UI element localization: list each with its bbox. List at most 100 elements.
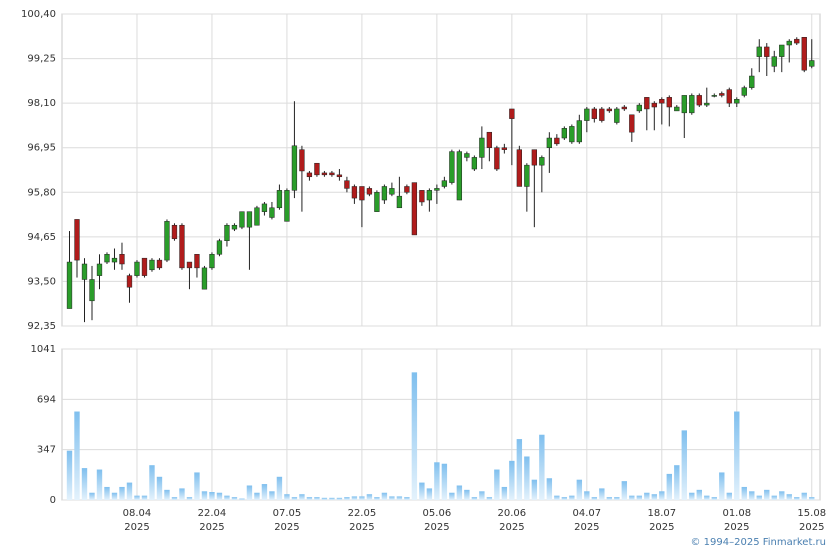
y-tick-label: 96,95: [27, 143, 56, 154]
volume-bar: [149, 465, 155, 500]
volume-bar: [726, 492, 732, 500]
candle-body: [164, 221, 170, 261]
volume-bar: [156, 476, 163, 500]
candle-body: [314, 162, 320, 176]
volume-bar: [74, 411, 80, 500]
volume-bar: [486, 497, 493, 500]
x-tick-label: 18.07: [647, 508, 676, 519]
volume-bar: [614, 497, 620, 500]
volume-bar: [531, 479, 538, 500]
x-tick-year: 2025: [349, 522, 374, 533]
volume-bar: [539, 434, 545, 500]
volume-bar: [104, 486, 110, 500]
volume-bar: [269, 491, 275, 500]
candle-body: [374, 192, 380, 212]
volume-bar: [396, 496, 403, 500]
volume-bar: [231, 497, 238, 500]
volume-bar: [299, 494, 305, 500]
volume-bar: [89, 492, 95, 500]
candle-body: [141, 257, 148, 276]
candle-body: [471, 157, 478, 170]
candle-body: [734, 99, 740, 104]
candle-body: [779, 44, 785, 57]
volume-bar: [719, 472, 725, 500]
candle-body: [509, 108, 515, 119]
volume-bar: [749, 491, 755, 500]
volume-bar: [164, 489, 170, 500]
volume-bar: [179, 488, 185, 500]
candle-body: [539, 157, 545, 166]
candle-body: [81, 263, 88, 280]
y-tick-label: 98,10: [27, 98, 56, 109]
volume-bar: [659, 491, 665, 500]
candle-body: [801, 37, 807, 71]
candle-body: [89, 279, 95, 302]
candle-body: [764, 46, 770, 57]
x-tick-year: 2025: [424, 522, 449, 533]
candle-body: [614, 108, 620, 123]
candle-body: [344, 180, 350, 189]
candle-body: [299, 149, 305, 172]
volume-bar: [704, 495, 710, 500]
candle-body: [149, 259, 155, 271]
volume-bar: [441, 463, 448, 500]
volume-bar: [809, 497, 815, 500]
x-tick-year: 2025: [799, 522, 824, 533]
candle-body: [254, 207, 260, 226]
candle-body: [666, 97, 672, 108]
candle-body: [569, 126, 575, 143]
volume-bar: [464, 489, 470, 500]
volume-bar: [741, 486, 747, 500]
candle-body: [119, 254, 125, 265]
y-tick-label: 94,65: [27, 232, 56, 243]
volume-bar: [366, 494, 373, 500]
candle-body: [329, 172, 335, 176]
volume-bar: [591, 497, 598, 500]
volume-bar: [359, 496, 365, 500]
volume-bar: [801, 492, 807, 500]
volume-bar: [314, 497, 320, 500]
x-tick-label: 01.08: [722, 508, 751, 519]
candle-body: [126, 275, 133, 288]
candle-body: [464, 153, 470, 158]
x-tick-label: 20.06: [498, 508, 527, 519]
volume-bar: [651, 494, 658, 500]
volume-bar: [254, 492, 260, 500]
candle-body: [216, 240, 223, 255]
volume-bar: [779, 491, 785, 500]
x-tick-year: 2025: [649, 522, 674, 533]
candle-body: [479, 137, 485, 158]
volume-bar: [419, 482, 425, 500]
y-tick-label: 0: [50, 495, 56, 506]
volume-bar: [344, 497, 350, 500]
volume-bar: [119, 486, 125, 500]
candle-body: [209, 254, 215, 269]
candle-body: [269, 207, 275, 218]
candle-body: [104, 254, 110, 263]
candle-body: [179, 224, 185, 269]
x-tick-year: 2025: [199, 522, 224, 533]
volume-bar: [411, 372, 418, 500]
candle-body: [261, 203, 268, 212]
candle-body: [629, 114, 635, 133]
volume-bar: [794, 497, 800, 500]
volume-bar: [216, 492, 223, 500]
x-tick-year: 2025: [724, 522, 749, 533]
candle-body: [674, 106, 680, 112]
volume-bar: [756, 495, 762, 500]
volume-bar: [696, 489, 702, 500]
x-tick-year: 2025: [499, 522, 524, 533]
volume-bar: [66, 450, 73, 500]
candle-body: [794, 38, 800, 44]
y-tick-label: 347: [37, 445, 56, 456]
candle-body: [201, 267, 208, 290]
candle-body: [546, 137, 552, 148]
volume-bar: [636, 495, 643, 500]
x-tick-label: 04.07: [573, 508, 602, 519]
candle-body: [336, 174, 343, 178]
volume-bar: [606, 497, 613, 500]
volume-frame: [61, 348, 821, 501]
candle-body: [359, 186, 365, 201]
candle-body: [419, 190, 425, 203]
